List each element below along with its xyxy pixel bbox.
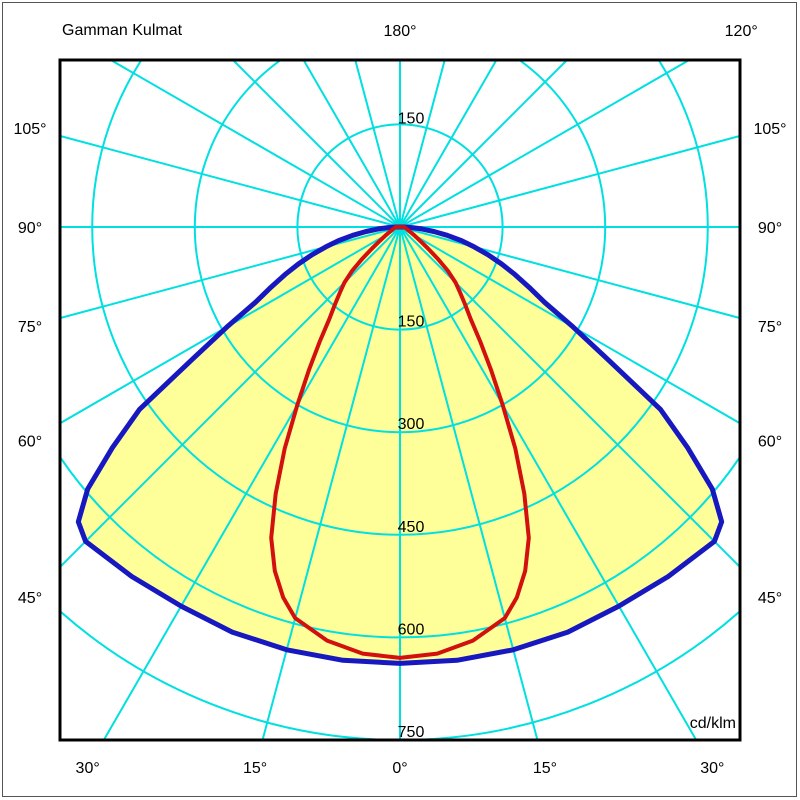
intensity-ring-gridline xyxy=(61,457,739,639)
blue-intensity-curve xyxy=(75,224,725,666)
gamma-ray-gridline xyxy=(399,61,497,228)
page-title: Gamman Kulmat xyxy=(62,22,183,39)
gamma-label-left: 75° xyxy=(18,319,42,336)
gamma-ray-gridline xyxy=(303,61,401,228)
ring-value-label-top: 150 xyxy=(398,110,425,127)
unit-label: cd/klm xyxy=(689,715,736,732)
gamma-label-left: 105° xyxy=(13,121,46,138)
ring-value-label: 600 xyxy=(398,621,425,638)
gamma-ray-gridline xyxy=(399,61,446,228)
intensity-ring-gridline xyxy=(296,123,504,331)
intensity-ring-gridline xyxy=(193,61,607,434)
ring-value-label: 450 xyxy=(398,519,425,536)
gamma-label-right: 60° xyxy=(758,434,782,451)
plot-border xyxy=(58,58,742,742)
gamma-label-top: 120° xyxy=(725,23,758,40)
gamma-label-bottom: 15° xyxy=(243,760,267,777)
gamma-label-bottom: 30° xyxy=(700,760,724,777)
gamma-label-bottom: 30° xyxy=(76,760,100,777)
gamma-ray-gridline xyxy=(399,226,697,739)
gamma-ray-gridline xyxy=(399,135,739,228)
gamma-ray-gridline xyxy=(399,226,739,424)
gamma-label-right: 45° xyxy=(758,590,782,607)
gamma-label-left: 45° xyxy=(18,590,42,607)
gamma-ray-gridline xyxy=(399,226,539,739)
gamma-label-right: 90° xyxy=(758,220,782,237)
gamma-ray-gridline xyxy=(61,226,401,567)
gamma-label-bottom: 15° xyxy=(533,760,557,777)
gamma-ray-gridline xyxy=(354,61,401,228)
gamma-ray-gridline xyxy=(399,61,689,228)
gamma-ray-gridline xyxy=(103,226,401,739)
gamma-ray-gridline xyxy=(399,61,567,228)
ring-value-label: 750 xyxy=(398,724,425,741)
gamma-label-left: 60° xyxy=(18,434,42,451)
gamma-label-bottom: 0° xyxy=(392,760,407,777)
intensity-ring-gridline xyxy=(91,61,709,536)
ring-value-label: 150 xyxy=(398,314,425,331)
gamma-ray-gridline xyxy=(111,61,401,228)
gamma-label-left: 90° xyxy=(18,220,42,237)
ring-value-label: 300 xyxy=(398,416,425,433)
red-intensity-curve xyxy=(269,225,531,660)
gamma-ray-gridline xyxy=(61,226,401,319)
gamma-ray-gridline xyxy=(399,226,739,567)
gamma-label-right: 105° xyxy=(753,121,786,138)
gamma-ray-gridline xyxy=(261,226,401,739)
gamma-ray-gridline xyxy=(233,61,401,228)
gamma-label-right: 75° xyxy=(758,319,782,336)
gamma-label-top: 180° xyxy=(383,23,416,40)
gamma-ray-gridline xyxy=(399,226,739,319)
gamma-ray-gridline xyxy=(61,135,401,228)
gamma-ray-gridline xyxy=(61,226,401,424)
